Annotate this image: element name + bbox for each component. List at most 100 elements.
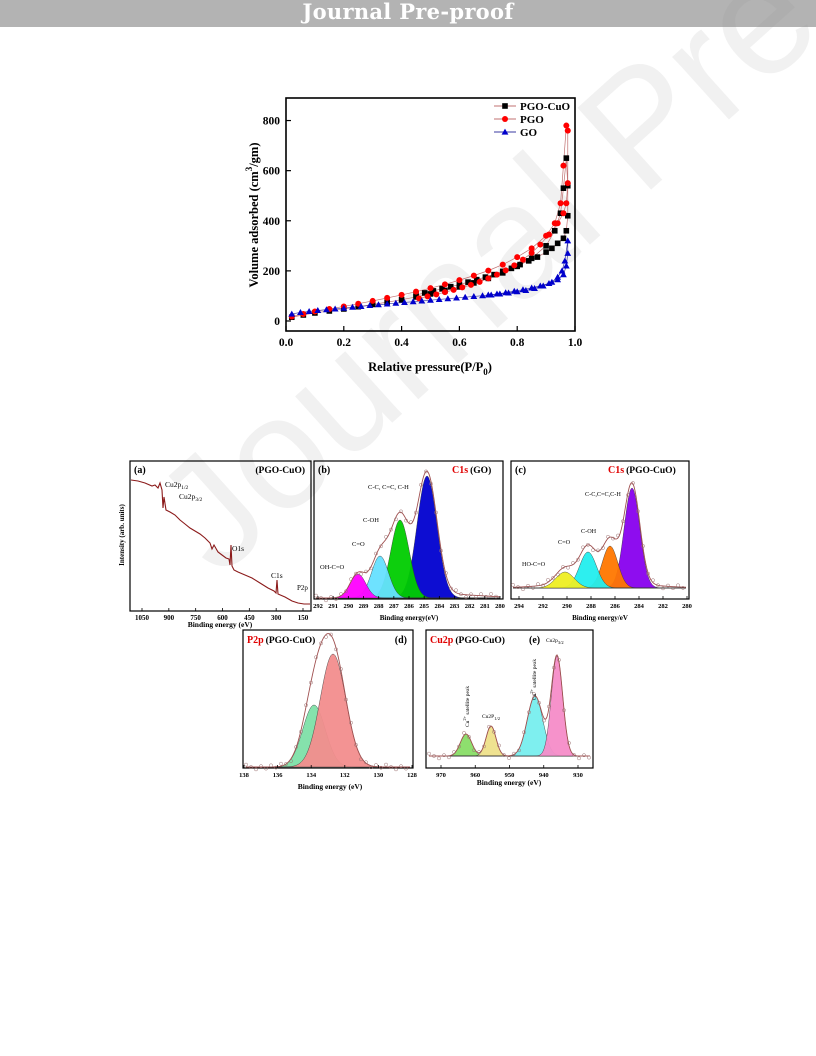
raw-data-point	[314, 593, 318, 598]
raw-data-point	[404, 766, 408, 771]
raw-data-point	[304, 703, 308, 708]
raw-data-point	[681, 586, 685, 590]
data-point-go	[366, 302, 374, 309]
data-point-pgo	[514, 254, 521, 261]
data-point-pgo	[554, 220, 561, 227]
raw-data-point	[344, 697, 348, 702]
data-point-go	[409, 298, 417, 305]
data-point-pgo-cuo	[560, 185, 567, 191]
data-point-pgo-cuo	[508, 265, 515, 272]
data-point-go	[392, 299, 400, 306]
x-tick-label: 1050	[135, 614, 150, 622]
panel-a-ylabel: Intensity (arb. units)	[118, 504, 126, 566]
plot-frame	[285, 97, 576, 332]
data-point-pgo-cuo	[525, 258, 532, 264]
x-axis-label: Relative pressure(P/P0)	[368, 360, 492, 377]
raw-data-point	[259, 764, 263, 769]
raw-data-point	[601, 546, 605, 550]
data-point-go	[297, 309, 304, 316]
panel-a-title: (a)	[134, 465, 146, 476]
raw-data-point	[464, 595, 468, 599]
raw-data-point	[546, 578, 550, 582]
b-peak-label-3: C=O	[352, 541, 365, 548]
data-point-go	[502, 289, 510, 296]
y-tick-label: 200	[263, 266, 281, 278]
fitted-peak	[246, 653, 410, 768]
legend-marker-go	[501, 128, 509, 135]
raw-data-point	[439, 548, 443, 553]
data-point-pgo-cuo	[543, 243, 549, 249]
raw-data-point	[244, 762, 248, 767]
data-point-pgo-cuo	[554, 240, 561, 247]
x-tick-label: 292	[313, 603, 323, 610]
panel-a-xlabel: Binding energy (eV)	[188, 620, 253, 629]
x-tick-label: 0.4	[394, 337, 409, 349]
raw-data-point	[309, 680, 313, 685]
raw-data-point	[489, 592, 493, 596]
raw-data-point	[547, 704, 551, 709]
raw-data-point	[389, 765, 393, 769]
data-point-pgo-cuo	[549, 245, 555, 252]
raw-data-point	[299, 729, 303, 734]
raw-data-point	[424, 469, 428, 474]
data-point-pgo	[369, 297, 376, 304]
raw-data-point	[334, 597, 338, 601]
x-tick-label: 292	[538, 603, 548, 610]
raw-data-point	[562, 708, 566, 713]
journal-banner: Journal Pre-proof	[0, 0, 816, 27]
data-point-pgo-cuo	[398, 296, 405, 303]
x-tick-label: 970	[436, 772, 446, 779]
data-point-pgo	[485, 267, 492, 274]
data-point-pgo	[560, 162, 567, 169]
data-point-go	[314, 307, 322, 314]
fitted-peak	[513, 571, 686, 589]
x-tick-label: 284	[434, 603, 445, 610]
data-point-go	[519, 286, 527, 293]
data-point-pgo-cuo	[369, 301, 376, 308]
raw-data-point	[399, 764, 403, 769]
data-point-pgo-cuo	[471, 280, 477, 286]
x-tick-label: 150	[298, 614, 309, 622]
x-tick-label: 940	[539, 772, 549, 779]
raw-data-point	[494, 594, 498, 599]
data-point-pgo-cuo	[447, 283, 454, 290]
x-tick-label: 287	[389, 603, 400, 610]
raw-data-point	[394, 767, 398, 772]
raw-data-point	[279, 761, 283, 766]
raw-data-point	[621, 519, 625, 524]
data-point-pgo	[557, 200, 564, 207]
panel-d-xlabel: Binding energy (eV)	[298, 782, 363, 791]
x-tick-label: 290	[562, 603, 572, 610]
e-cu2p12-label: Cu2P1/2	[482, 714, 500, 721]
raw-data-point	[552, 665, 556, 670]
raw-data-point	[334, 647, 338, 652]
data-point-pgo	[398, 291, 405, 298]
raw-data-point	[369, 765, 373, 770]
data-point-go	[536, 282, 544, 289]
data-point-go	[375, 301, 382, 308]
data-point-pgo-cuo	[456, 281, 463, 288]
x-tick-label: 132	[340, 772, 350, 779]
c-peak-label-3: C=O	[558, 539, 571, 546]
panel-b-title: (b)	[318, 465, 330, 476]
data-point-pgo	[564, 127, 571, 134]
x-tick-label: 282	[465, 603, 475, 610]
raw-data-point	[324, 598, 328, 603]
raw-data-point	[586, 542, 590, 547]
data-point-go	[349, 303, 356, 310]
data-point-pgo	[564, 180, 571, 187]
raw-data-point	[249, 765, 253, 769]
x-tick-label: 291	[328, 603, 338, 610]
raw-data-point	[507, 756, 511, 760]
data-point-go	[288, 310, 296, 317]
raw-data-point	[566, 565, 570, 570]
data-point-pgo	[355, 300, 362, 307]
raw-data-point	[254, 767, 258, 772]
raw-data-point	[522, 730, 526, 735]
raw-data-point	[646, 571, 650, 576]
data-point-pgo-cuo	[413, 292, 419, 298]
envelope-line	[429, 654, 590, 757]
b-peak-label-2: C-OH	[363, 517, 379, 524]
y-axis-label: Volume adsorbed (cm3/gm)	[244, 142, 261, 287]
